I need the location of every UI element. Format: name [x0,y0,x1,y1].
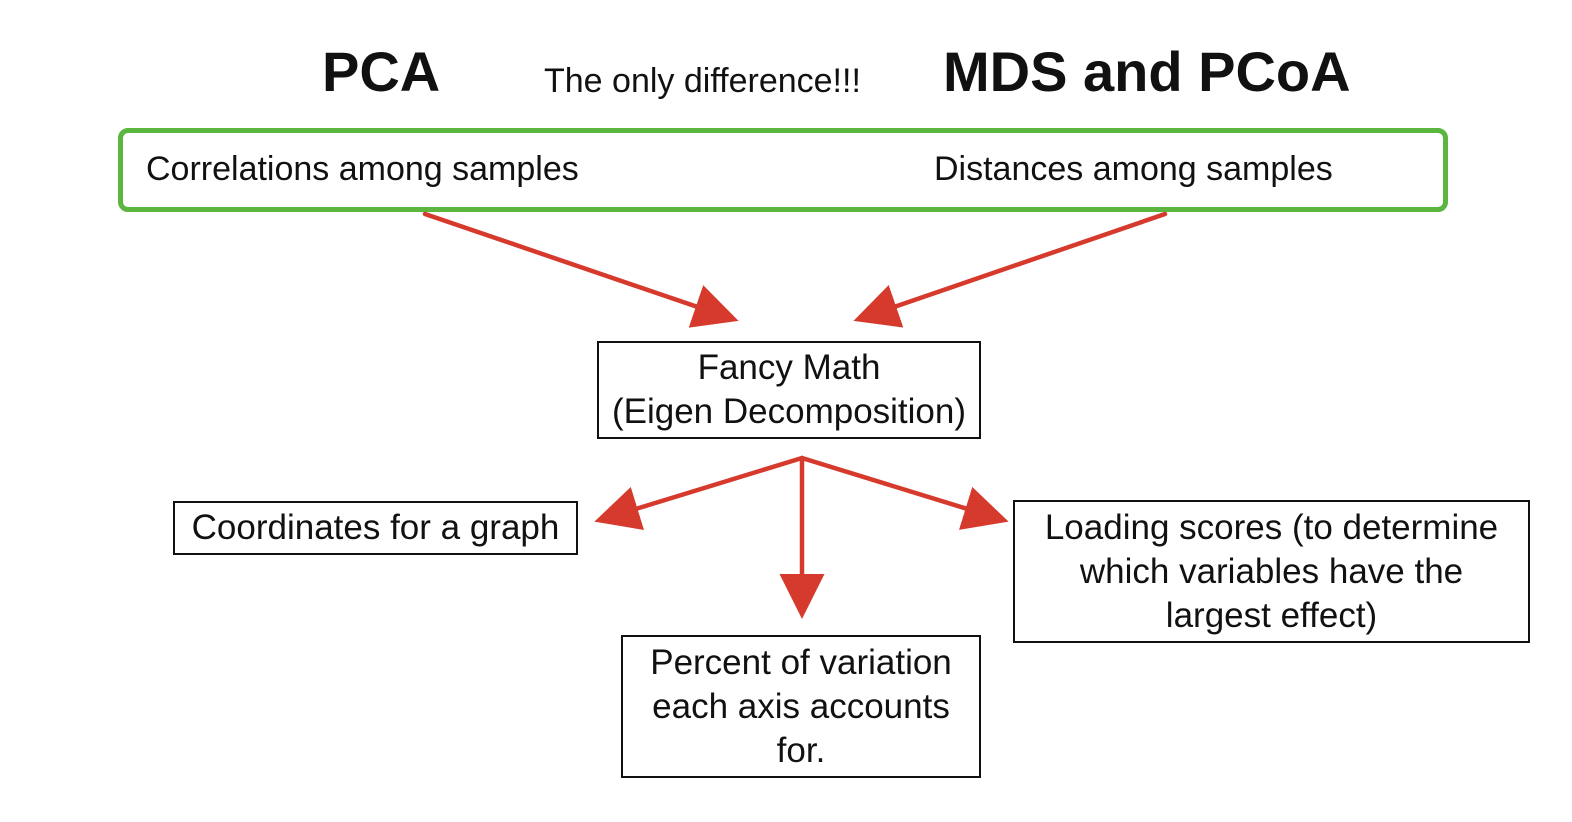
fancy-math-line: Fancy Math [697,348,881,387]
loading-scores-line: largest effect) [1165,595,1378,635]
distances-label: Distances among samples [934,150,1333,188]
mds-pcoa-heading: MDS and PCoA [943,40,1351,103]
arrow-correlations-to-math [422,211,739,328]
correlations-label: Correlations among samples [146,150,579,188]
pca-heading: PCA [322,40,441,103]
loading-scores-line: Loading scores (to determine [1044,507,1499,547]
coordinates-label: Coordinates for a graph [191,508,560,547]
difference-note: The only difference!!! [544,62,861,100]
percent-variation-box: Percent of variation each axis accounts … [621,635,981,778]
arrow-distances-to-math [853,211,1168,328]
percent-variation-line: for. [776,730,826,770]
input-highlight-box [118,128,1448,212]
loading-scores-line: which variables have the [1079,551,1464,591]
percent-variation-line: each axis accounts [652,686,950,726]
loading-scores-box: Loading scores (to determine which varia… [1013,500,1530,643]
percent-variation-line: Percent of variation [650,642,952,682]
coordinates-box: Coordinates for a graph [173,501,578,555]
arrow-math-to-loading [799,455,1009,530]
eigen-decomposition-line: (Eigen Decomposition) [611,392,967,431]
arrow-math-to-coordinates [594,455,805,530]
fancy-math-box: Fancy Math (Eigen Decomposition) [597,341,981,439]
